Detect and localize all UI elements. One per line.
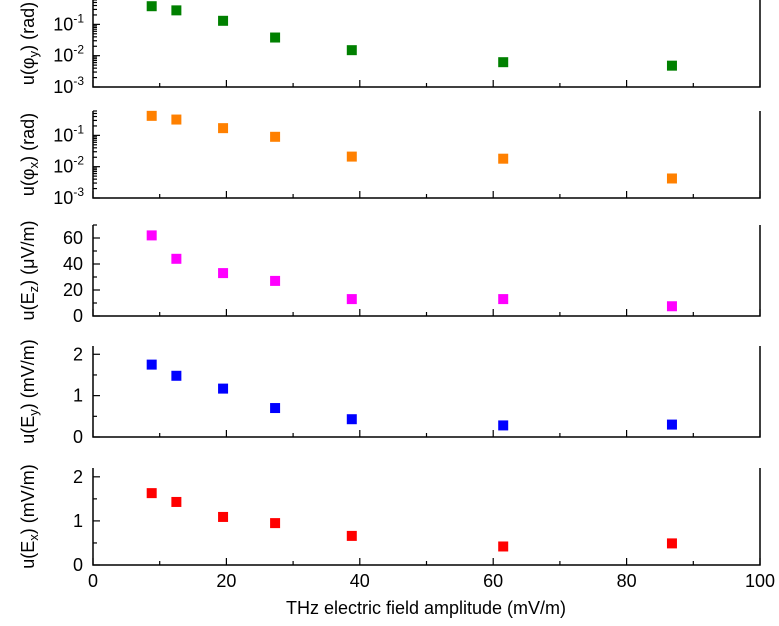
data-point	[498, 294, 509, 305]
x-axis-title: THz electric field amplitude (mV/m)	[286, 598, 566, 618]
y-tick-label: 0	[73, 306, 83, 326]
y-tick-label: 0	[73, 555, 83, 575]
data-point	[270, 131, 281, 142]
x-tick-label: 40	[350, 571, 370, 591]
y-tick-label: 10-3	[53, 74, 84, 97]
panel-frame	[92, 346, 761, 438]
panel-5: 0 1 2 u(Ex) (mV/m)	[18, 464, 761, 575]
y-axis-title: u(φx) (rad)	[18, 113, 41, 196]
data-point	[270, 275, 281, 286]
y-tick-label: 1	[73, 511, 83, 531]
data-point	[346, 414, 357, 425]
data-point	[666, 419, 677, 430]
panel-frame	[92, 225, 761, 317]
data-point	[270, 518, 281, 529]
data-point	[218, 383, 229, 394]
x-axis: 0 20 40 60 80 100	[88, 571, 775, 591]
data-point	[146, 230, 157, 241]
data-point	[270, 403, 281, 414]
data-point	[171, 114, 182, 125]
data-point	[171, 496, 182, 507]
data-point	[270, 32, 281, 43]
x-tick-label: 0	[88, 571, 98, 591]
data-point	[171, 5, 182, 16]
chart-panels: 10-1 10-2 10-3 u(φy) (rad) 10-1 10-2 10-3 u(φx)…	[18, 0, 761, 575]
data-point	[666, 538, 677, 549]
y-tick-label: 10-2	[53, 43, 84, 66]
y-tick-label: 10-3	[53, 185, 84, 208]
data-point	[346, 45, 357, 56]
data-point	[498, 153, 509, 164]
y-axis-title: u(Ey) (mV/m)	[18, 339, 41, 444]
panel-frame	[92, 0, 761, 88]
y-tick-label: 2	[73, 467, 83, 487]
panel-2: 10-1 10-2 10-3 u(φx) (rad)	[18, 110, 761, 208]
panel-frame	[92, 468, 761, 566]
panel-3: 0 20 40 60 u(Ez) (μV/m)	[18, 221, 761, 326]
y-tick-label: 10-2	[53, 154, 84, 177]
data-point	[146, 359, 157, 370]
data-point	[218, 268, 229, 279]
data-point	[146, 1, 157, 12]
data-point	[346, 151, 357, 162]
y-tick-label: 0	[73, 427, 83, 447]
y-tick-label: 60	[63, 228, 83, 248]
data-point	[218, 15, 229, 26]
data-point	[218, 123, 229, 134]
x-tick-label: 100	[745, 571, 775, 591]
y-tick-label: 40	[63, 254, 83, 274]
y-axis-title: u(Ez) (μV/m)	[18, 221, 41, 321]
data-point	[346, 294, 357, 305]
y-axis-title: u(Ex) (mV/m)	[18, 464, 41, 569]
data-point	[498, 57, 509, 68]
panel-frame	[92, 111, 761, 199]
data-point	[498, 420, 509, 431]
data-point	[498, 541, 509, 552]
data-point	[666, 173, 677, 184]
data-point	[171, 253, 182, 264]
y-tick-label: 1	[73, 386, 83, 406]
panel-4: 0 1 2 u(Ey) (mV/m)	[18, 339, 761, 447]
x-tick-label: 20	[216, 571, 236, 591]
data-point	[146, 110, 157, 121]
data-point	[146, 488, 157, 499]
data-point	[666, 301, 677, 312]
data-point	[218, 511, 229, 522]
data-point	[171, 370, 182, 381]
panel-1: 10-1 10-2 10-3 u(φy) (rad)	[18, 0, 761, 97]
y-tick-label: 10-1	[53, 122, 84, 145]
x-tick-label: 60	[483, 571, 503, 591]
y-tick-label: 10-1	[53, 11, 84, 34]
x-tick-label: 80	[617, 571, 637, 591]
y-tick-label: 20	[63, 280, 83, 300]
data-point	[346, 530, 357, 541]
y-tick-label: 2	[73, 344, 83, 364]
data-point	[666, 60, 677, 71]
y-axis-title: u(φy) (rad)	[18, 2, 41, 85]
